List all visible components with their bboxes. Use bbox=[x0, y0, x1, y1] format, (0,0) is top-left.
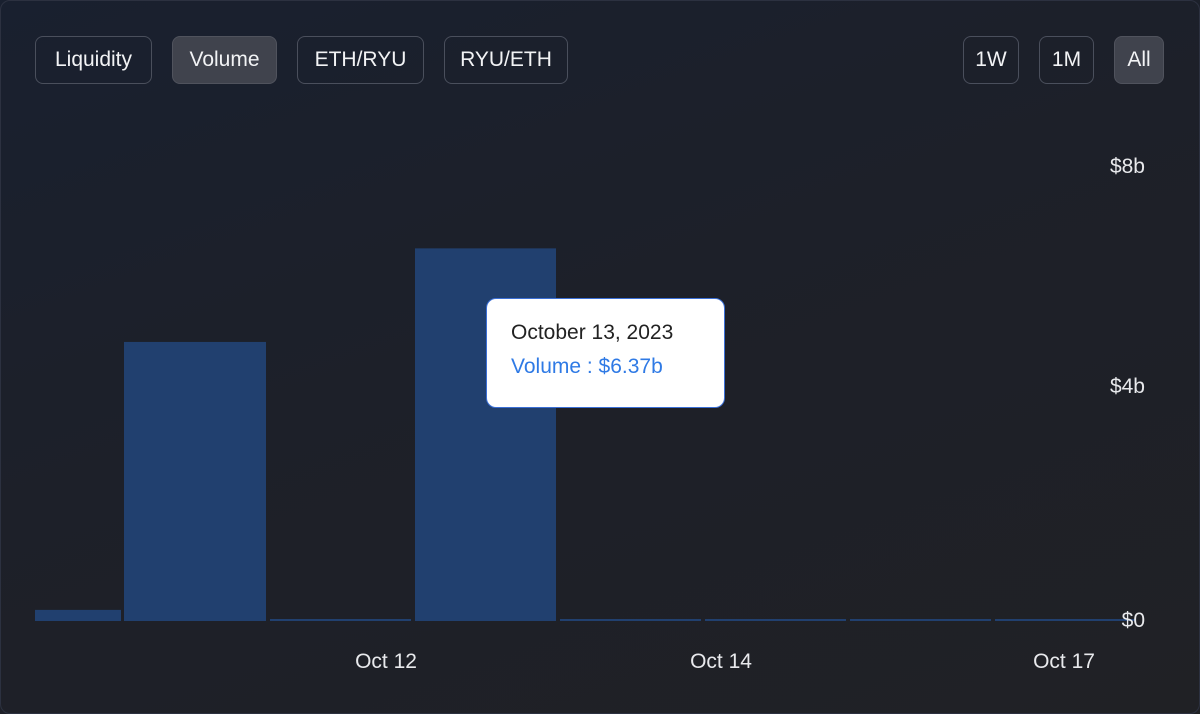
tooltip-date: October 13, 2023 bbox=[511, 321, 674, 344]
x-tick-label: Oct 14 bbox=[690, 650, 752, 673]
bar-oct-14[interactable] bbox=[560, 619, 701, 621]
tab-liquidity[interactable]: Liquidity bbox=[35, 36, 152, 84]
y-tick-label: $8b bbox=[1109, 155, 1145, 178]
tooltip-value: Volume : $6.37b bbox=[511, 355, 663, 378]
bar-oct-17[interactable] bbox=[995, 619, 1135, 621]
range-1m[interactable]: 1M bbox=[1039, 36, 1094, 84]
y-tick-label: $4b bbox=[1109, 375, 1145, 398]
bar-oct-12[interactable] bbox=[270, 619, 411, 621]
tab-ryu-eth[interactable]: RYU/ETH bbox=[444, 36, 568, 84]
bar-oct-15[interactable] bbox=[705, 619, 846, 621]
tab-eth-ryu[interactable]: ETH/RYU bbox=[297, 36, 424, 84]
range-all[interactable]: All bbox=[1114, 36, 1164, 84]
x-tick-label: Oct 17 bbox=[1033, 650, 1095, 673]
bar-oct-11[interactable] bbox=[124, 341, 266, 621]
x-tick-label: Oct 12 bbox=[355, 650, 417, 673]
range-1w[interactable]: 1W bbox=[963, 36, 1019, 84]
y-tick-label: $0 bbox=[1121, 609, 1145, 632]
tab-volume[interactable]: Volume bbox=[172, 36, 277, 84]
bar-oct-10[interactable] bbox=[35, 609, 121, 621]
bar-oct-16[interactable] bbox=[850, 619, 991, 621]
tooltip: October 13, 2023 Volume : $6.37b bbox=[486, 298, 725, 408]
